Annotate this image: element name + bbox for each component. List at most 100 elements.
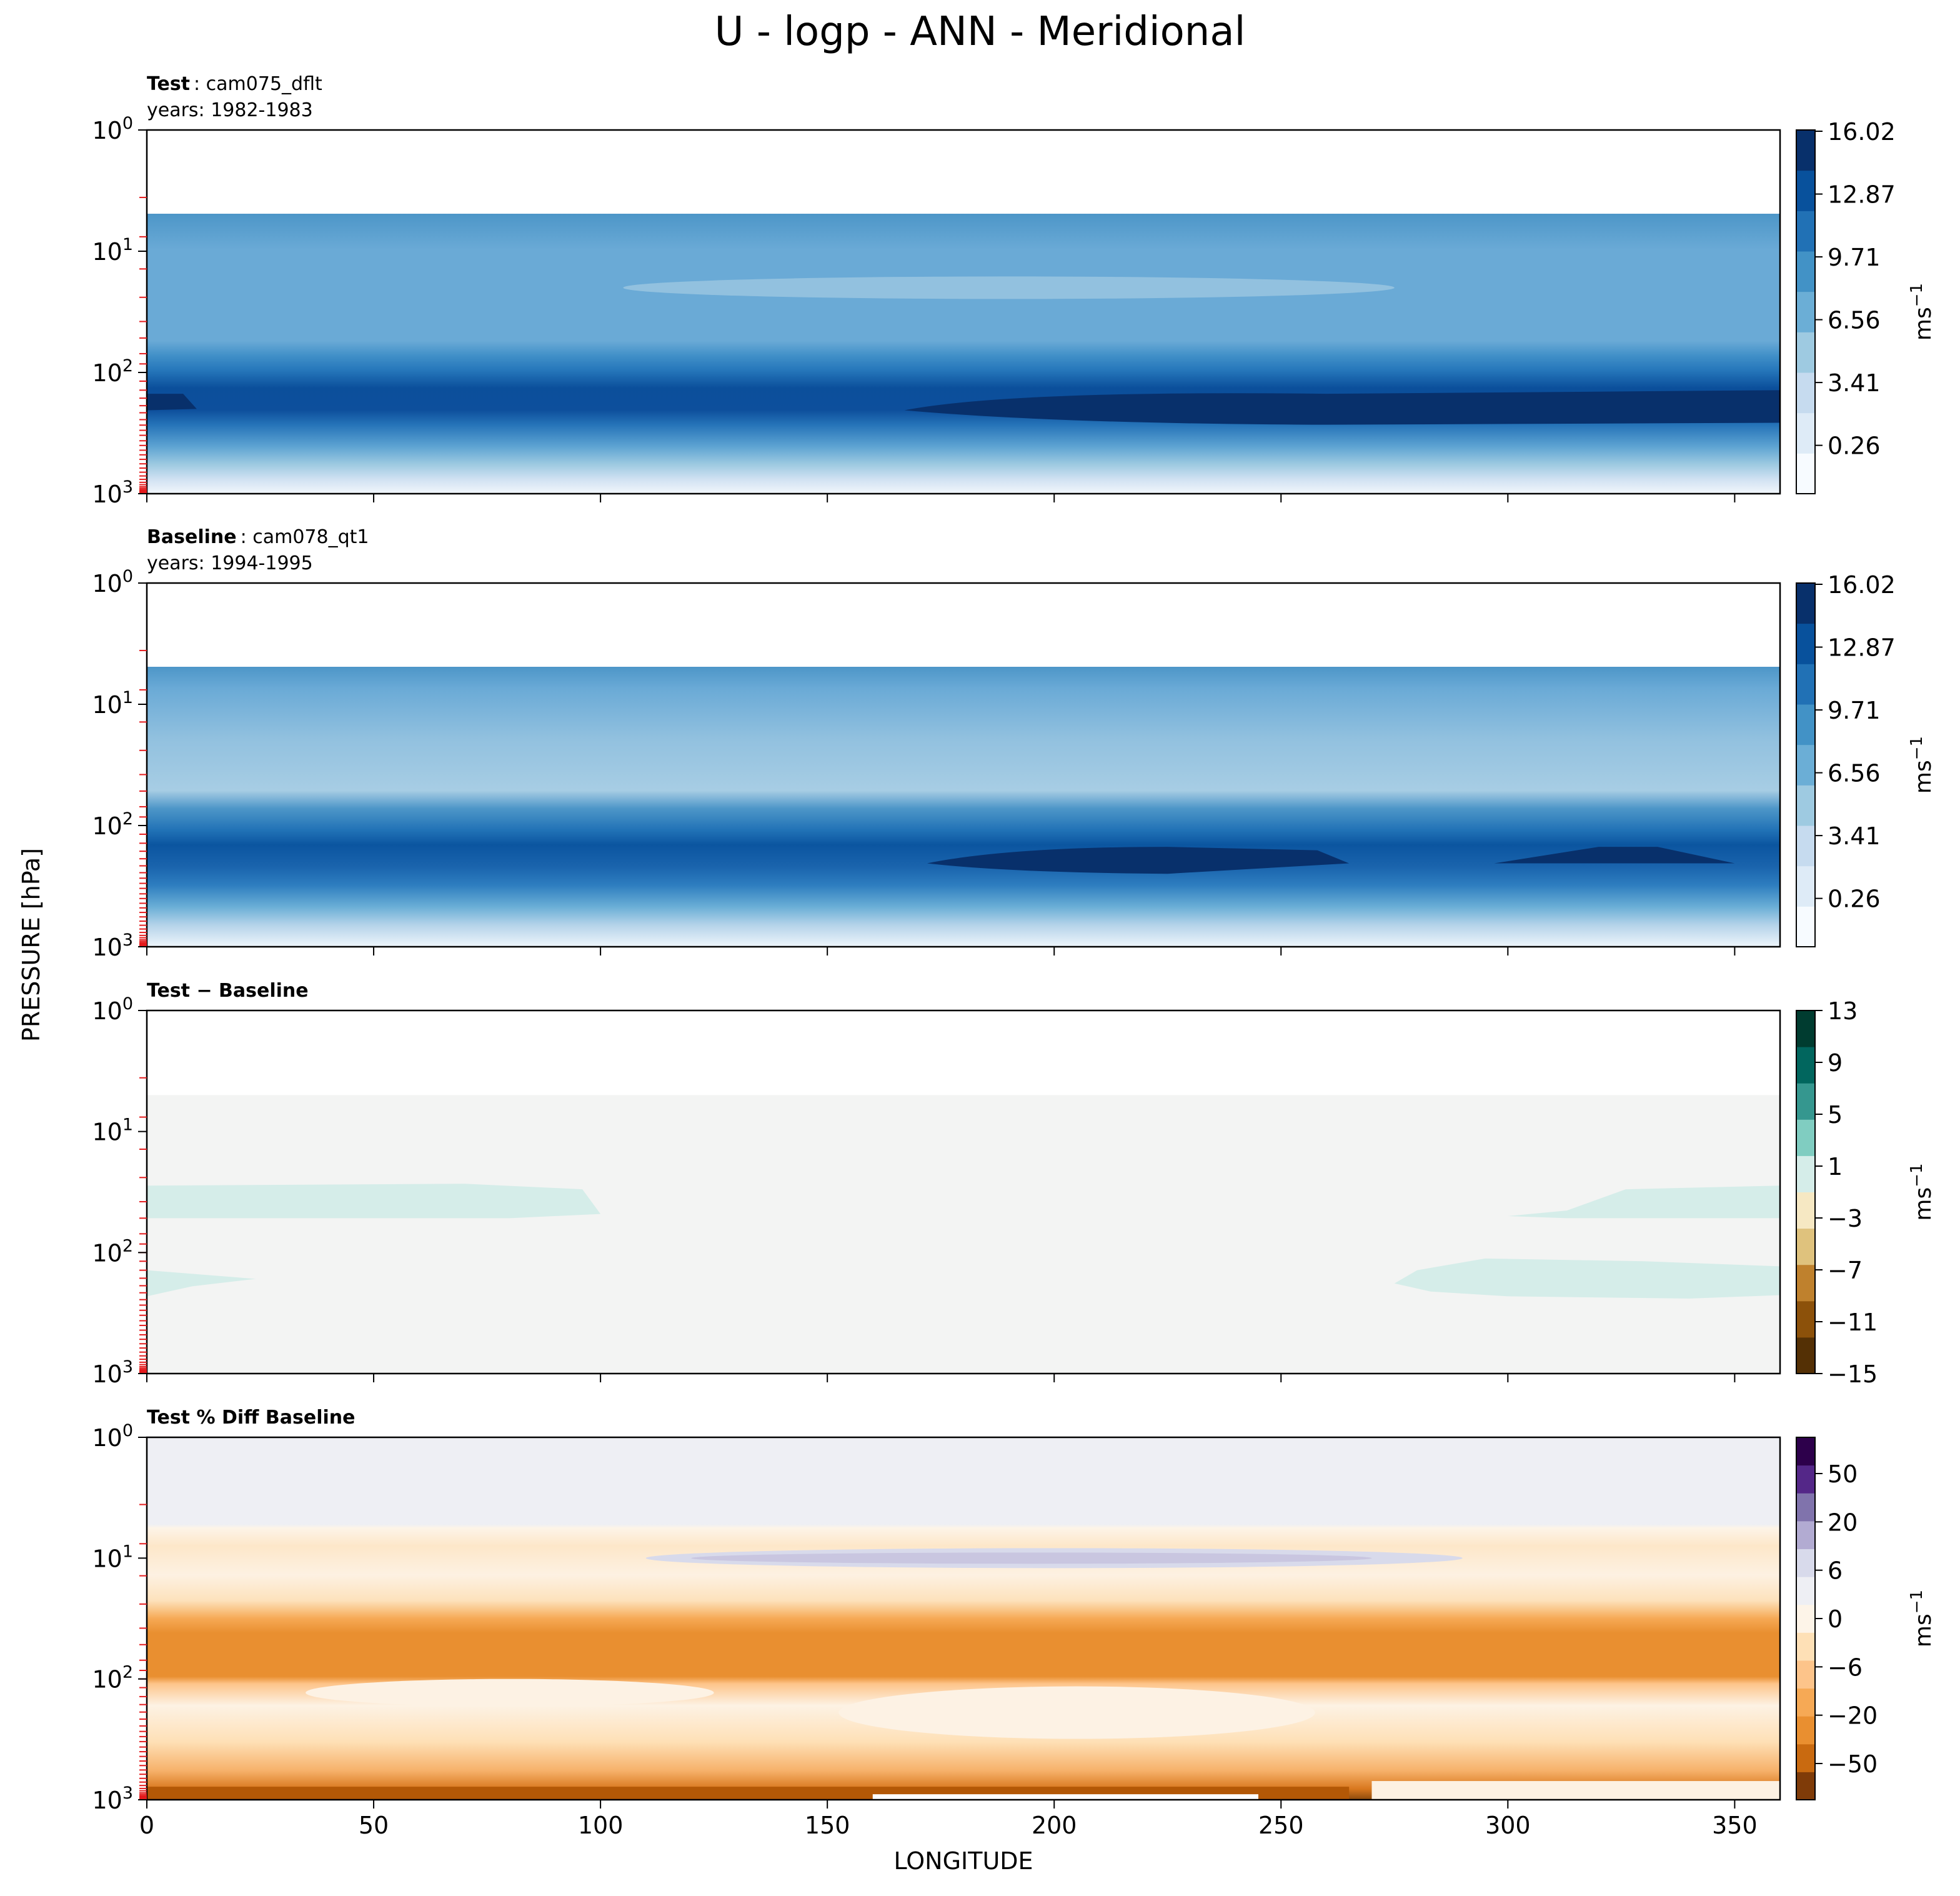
colorbar-segment [1796,1119,1815,1156]
x-tick-label: 350 [1712,1812,1758,1839]
y-tick-label: 102 [92,1663,133,1694]
y-tick-label: 101 [92,688,133,719]
colorbar-tick-label: −15 [1828,1360,1878,1388]
shared-x-axis-label: LONGITUDE [893,1847,1033,1875]
colorbar-segment [1796,332,1815,373]
colorbar-segment [1796,251,1815,292]
colorbar-segment [1796,704,1815,746]
contour-lens [623,276,1395,299]
colorbar-segment [1796,1660,1815,1689]
panel-years: years: 1982-1983 [147,99,313,121]
contour-field [147,130,1780,494]
colorbar-tick-label: 1 [1828,1153,1843,1180]
jet-core-right [1494,847,1735,864]
x-tick-label: 150 [805,1812,850,1839]
colorbar-segment [1796,785,1815,826]
colorbar-tick-label: 6 [1828,1557,1843,1585]
diff-patch-lower-right [1394,1258,1780,1299]
colorbar-tick-label: 3.41 [1828,369,1881,397]
colorbar-segment [1796,291,1815,332]
colorbar-tick-label: −20 [1828,1702,1878,1730]
panel-label: Test: cam075_dflt [147,73,322,95]
colorbar-segment [1796,1493,1815,1522]
colorbar-tick-label: 6.56 [1828,760,1881,787]
y-tick-label: 101 [92,1542,133,1572]
colorbar-3: 13 9 5 1 −3 −7 −11 −15 ms−1 [1796,997,1936,1388]
colorbar-segment [1796,1264,1815,1302]
colorbar-tick-label: −6 [1828,1654,1863,1681]
colorbar-tick-label: 9.71 [1828,697,1881,724]
colorbar-segment [1796,906,1815,947]
colorbar-tick-label: 9.71 [1828,244,1881,271]
contour-field [147,1437,1780,1800]
y-tick-label: 100 [92,994,133,1025]
colorbar-tick-label: 13 [1828,997,1858,1025]
y-tick-label: 103 [92,1784,133,1814]
colorbar-segment [1796,1192,1815,1229]
colorbar-segment [1796,1228,1815,1265]
colorbar-segment [1796,170,1815,211]
jet-core [904,390,1780,425]
y-tick-label: 103 [92,477,133,508]
diff-patch-upper-right [1508,1185,1780,1219]
colorbar-frame [1796,582,1816,947]
plot-frame [146,582,1781,948]
panel-3: 100 101 102 103 Test − Baseline 13 9 5 1 −3 −7 −11 −… [92,980,1936,1388]
x-tick-label: 200 [1032,1812,1077,1839]
y-tick-label: 103 [92,931,133,961]
colorbar-frame [1796,1010,1816,1374]
colorbar-segment [1796,1688,1815,1717]
colorbar-segment [1796,1520,1815,1549]
colorbar-segment [1796,1744,1815,1772]
colorbar-segment [1796,1437,1815,1466]
x-tick-label: 50 [359,1812,389,1839]
colorbar-segment [1796,1716,1815,1745]
colorbar-tick-label: 16.02 [1828,118,1896,146]
jet-core-left [147,394,197,411]
y-tick-label: 100 [92,567,133,597]
panel-1: 100 101 102 103 Test: cam075_dflt years: 1982… [92,73,1936,508]
x-tick-label: 250 [1258,1812,1304,1839]
colorbar-segment [1796,1549,1815,1577]
colorbar-segment [1796,744,1815,786]
colorbar-segment [1796,211,1815,252]
colorbar-segment [1796,372,1815,414]
x-tick-label: 300 [1485,1812,1531,1839]
panel-2: 100 101 102 103 Baseline: cam078_qt1 years: 1… [92,526,1936,961]
shared-y-axis-label: PRESSURE [hPa] [17,847,45,1042]
plot-frame [146,1436,1781,1801]
colorbar-segment [1796,1337,1815,1374]
colorbar-segment [1796,664,1815,705]
negative-core [691,1552,1372,1564]
jet-core [927,847,1350,874]
colorbar-unit: ms−1 [1908,1590,1936,1647]
colorbar-tick-label: 0 [1828,1605,1843,1633]
colorbar-tick-label: 3.41 [1828,822,1881,850]
y-tick-label: 102 [92,809,133,840]
panel-label: Test % Diff Baseline [147,1407,356,1429]
colorbar-tick-label: 6.56 [1828,307,1881,334]
panel-years: years: 1994-1995 [147,552,313,574]
panel-label: Baseline: cam078_qt1 [147,526,369,548]
colorbar-tick-label: 12.87 [1828,634,1896,662]
colorbar-tick-label: 20 [1828,1509,1858,1536]
colorbar-unit: ms−1 [1908,1163,1936,1220]
colorbar-tick-label: 0.26 [1828,432,1881,460]
y-tick-label: 103 [92,1357,133,1388]
colorbar-unit: ms−1 [1908,283,1936,341]
y-tick-label: 100 [92,114,133,144]
colorbar-segment [1796,412,1815,454]
colorbar-segment [1796,1604,1815,1633]
y-tick-label: 101 [92,1115,133,1146]
colorbar-segment [1796,453,1815,494]
colorbar-segment [1796,1047,1815,1084]
diff-field [147,1095,1780,1374]
y-tick-label: 100 [92,1421,133,1452]
colorbar-tick-label: 9 [1828,1049,1843,1077]
y-tick-label: 101 [92,235,133,266]
colorbar-segment [1796,1083,1815,1120]
colorbar-segment [1796,1465,1815,1494]
colorbar-segment [1796,1577,1815,1605]
colorbar-4: 50 20 6 0 −6 −20 −50 ms−1 [1796,1437,1936,1800]
